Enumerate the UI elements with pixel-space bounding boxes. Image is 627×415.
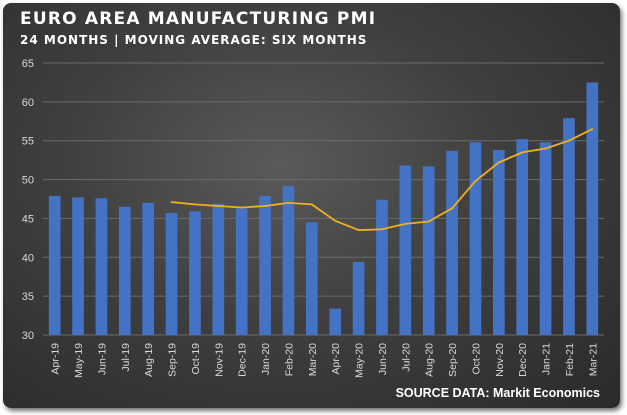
- bar: [48, 195, 61, 335]
- moving-average-point: [357, 229, 360, 231]
- moving-average-point: [240, 206, 243, 209]
- x-tick-label: Dec-20: [517, 343, 529, 377]
- y-tick-label: 65: [22, 58, 34, 70]
- x-tick-label: Jun-20: [377, 343, 389, 375]
- x-tick-label: Feb-20: [283, 343, 295, 376]
- bar: [72, 197, 84, 335]
- x-tick-label: Jan-20: [260, 343, 272, 375]
- bar: [516, 139, 529, 335]
- moving-average-point: [497, 161, 500, 164]
- chart-subtitle: 24 MONTHS | MOVING AVERAGE: SIX MONTHS: [20, 33, 368, 47]
- x-tick-label: May-20: [354, 343, 366, 378]
- y-tick-label: 30: [22, 330, 34, 342]
- chart-frame: EURO AREA MANUFACTURING PMI 24 MONTHS | …: [3, 3, 620, 408]
- bar: [492, 150, 505, 335]
- x-tick-label: Mar-20: [307, 343, 319, 376]
- moving-average-point: [217, 205, 220, 207]
- bar: [563, 118, 575, 335]
- bar: [329, 308, 342, 335]
- bar: [422, 166, 435, 335]
- bar: [399, 165, 412, 335]
- moving-average-point: [568, 139, 570, 142]
- bar: [212, 203, 225, 335]
- x-tick-label: Jun-19: [96, 343, 108, 375]
- moving-average-point: [334, 219, 337, 222]
- x-tick-label: Jan-21: [541, 343, 553, 375]
- moving-average-point: [451, 207, 453, 210]
- y-tick-label: 45: [22, 213, 34, 225]
- x-tick-label: Sep-20: [447, 343, 459, 377]
- moving-average-point: [194, 203, 196, 206]
- bar: [305, 222, 318, 335]
- x-tick-label: Oct-19: [190, 343, 202, 375]
- bar: [235, 208, 248, 335]
- moving-average-point: [404, 222, 407, 225]
- x-tick-label: Jul-19: [120, 343, 132, 372]
- x-tick-label: Sep-19: [167, 343, 179, 377]
- moving-average-point: [591, 128, 594, 130]
- source-note: SOURCE DATA: Markit Economics: [395, 386, 600, 400]
- x-tick-label: Jul-20: [400, 343, 412, 372]
- bar: [352, 261, 365, 335]
- x-tick-label: Mar-21: [587, 343, 599, 376]
- bar: [118, 206, 131, 335]
- bar: [95, 198, 108, 335]
- bar: [282, 185, 295, 335]
- moving-average-point: [170, 201, 173, 204]
- bar: [165, 212, 178, 335]
- bar: [142, 202, 155, 335]
- bar: [446, 150, 458, 335]
- y-tick-label: 35: [22, 291, 34, 303]
- moving-average-point: [427, 220, 430, 223]
- x-tick-label: May-19: [73, 343, 85, 378]
- y-tick-label: 60: [22, 97, 34, 109]
- moving-average-point: [521, 151, 524, 154]
- bar: [586, 82, 599, 335]
- y-tick-label: 55: [22, 136, 34, 148]
- y-tick-label: 50: [22, 175, 34, 187]
- bar: [376, 199, 388, 335]
- moving-average-point: [544, 147, 547, 150]
- x-tick-label: Oct-20: [470, 343, 482, 375]
- x-tick-label: Nov-20: [494, 343, 506, 377]
- bar: [259, 195, 271, 335]
- bar: [539, 142, 552, 335]
- moving-average-point: [264, 205, 266, 207]
- x-tick-label: Nov-19: [213, 343, 225, 377]
- x-tick-label: Aug-20: [424, 343, 436, 377]
- moving-average-point: [474, 180, 477, 183]
- x-tick-label: Feb-21: [564, 343, 576, 376]
- chart-title: EURO AREA MANUFACTURING PMI: [20, 9, 377, 29]
- bar: [469, 142, 482, 335]
- y-tick-label: 40: [22, 252, 34, 264]
- moving-average-point: [310, 203, 313, 206]
- x-tick-label: Aug-19: [143, 343, 155, 377]
- x-tick-label: Dec-19: [237, 343, 249, 377]
- x-tick-label: Apr-19: [50, 343, 62, 375]
- moving-average-point: [287, 201, 290, 204]
- moving-average-point: [381, 228, 383, 231]
- x-tick-label: Apr-20: [330, 343, 342, 375]
- chart-plot: 30 35 40 45 50 55 60 65 Apr-19 May-19 Jun-19 Jul-19…: [22, 58, 604, 378]
- bar: [189, 211, 201, 335]
